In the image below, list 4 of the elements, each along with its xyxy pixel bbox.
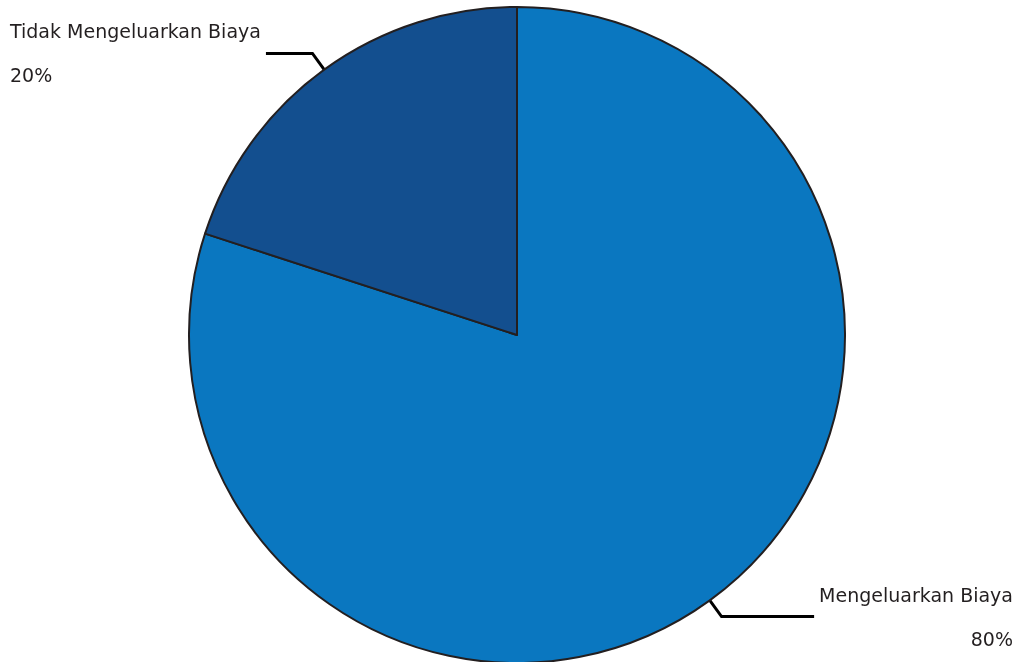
data-label: 80%	[970, 627, 1013, 650]
slice-label: Mengeluarkan Biaya	[819, 583, 1013, 606]
slice-label: Tidak Mengeluarkan Biaya	[9, 20, 261, 43]
data-label: 20%	[10, 64, 53, 87]
